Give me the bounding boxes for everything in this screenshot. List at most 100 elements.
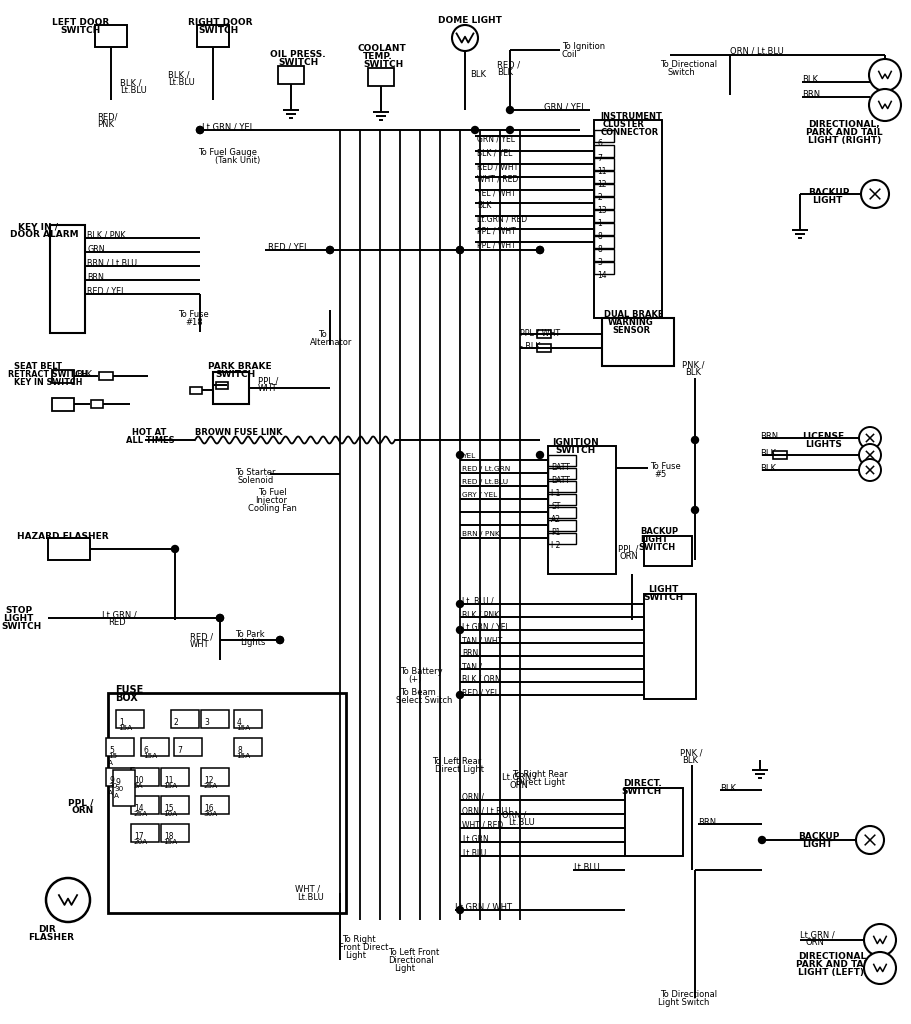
Text: Light: Light	[394, 964, 415, 973]
Text: 11: 11	[597, 167, 607, 176]
Text: ORN / Lt.BLU: ORN / Lt.BLU	[730, 46, 783, 55]
Text: 15A: 15A	[236, 753, 251, 759]
Text: Lights: Lights	[240, 638, 265, 647]
Text: RED / YEL: RED / YEL	[87, 287, 126, 296]
Text: Directional: Directional	[388, 956, 434, 965]
Bar	[190, 387, 202, 394]
Text: SWITCH: SWITCH	[215, 370, 255, 379]
Circle shape	[861, 180, 889, 208]
Text: 6: 6	[144, 746, 148, 755]
Text: To: To	[318, 330, 327, 339]
Text: BATT: BATT	[551, 476, 570, 485]
Text: BLK: BLK	[682, 756, 698, 765]
Bar	[594, 171, 614, 183]
Text: 11: 11	[164, 776, 173, 785]
Bar	[131, 824, 159, 842]
Text: To Beam: To Beam	[400, 688, 435, 697]
Circle shape	[456, 691, 464, 698]
Text: Alternator: Alternator	[310, 338, 353, 347]
Text: GRY / YEL: GRY / YEL	[462, 492, 497, 498]
Text: RED / Lt.BLU: RED / Lt.BLU	[462, 479, 508, 485]
Text: PPL /: PPL /	[258, 376, 279, 385]
Circle shape	[472, 127, 478, 133]
Text: 8: 8	[597, 232, 602, 241]
Bar	[216, 382, 228, 389]
Bar	[174, 738, 202, 756]
Circle shape	[197, 127, 203, 133]
Text: Coil: Coil	[562, 50, 578, 59]
Text: KEY IN /: KEY IN /	[18, 222, 58, 231]
Text: 15A: 15A	[236, 725, 251, 731]
Bar	[131, 796, 159, 814]
Text: LIGHTS: LIGHTS	[805, 440, 842, 449]
Text: To Right Rear: To Right Rear	[512, 770, 568, 779]
Text: Select Switch: Select Switch	[396, 696, 453, 705]
Text: PPL / WHT: PPL / WHT	[477, 227, 516, 236]
Text: BLK /: BLK /	[120, 78, 141, 87]
Text: SWITCH: SWITCH	[1, 622, 41, 631]
Text: 15A: 15A	[118, 725, 132, 731]
Text: SWITCH: SWITCH	[60, 26, 100, 35]
Bar	[548, 446, 616, 574]
Circle shape	[864, 952, 896, 984]
Text: TAN /: TAN /	[462, 662, 482, 671]
Text: To Battery: To Battery	[400, 667, 443, 676]
Text: Lt.GRN: Lt.GRN	[462, 835, 488, 844]
Bar	[644, 536, 692, 566]
Text: LIGHT: LIGHT	[640, 535, 668, 544]
Circle shape	[537, 247, 544, 254]
Text: LIGHT: LIGHT	[3, 614, 34, 623]
Text: SENSOR: SENSOR	[612, 326, 650, 335]
Text: LIGHT (LEFT): LIGHT (LEFT)	[798, 968, 864, 977]
Text: BLK: BLK	[470, 70, 486, 79]
Text: 20A: 20A	[133, 839, 148, 845]
Text: Lt.BLU: Lt.BLU	[508, 818, 535, 827]
Circle shape	[456, 600, 464, 607]
Text: 9: 9	[115, 778, 120, 787]
Text: ORN /: ORN /	[502, 810, 527, 819]
Text: BLK / YEL: BLK / YEL	[477, 150, 512, 158]
Text: FUSE: FUSE	[115, 685, 143, 695]
Text: BRN: BRN	[760, 432, 778, 441]
Text: Lt.GRN /: Lt.GRN /	[502, 773, 537, 782]
Circle shape	[452, 25, 478, 51]
Text: 5A: 5A	[133, 783, 143, 790]
Text: PARK AND TAIL: PARK AND TAIL	[796, 961, 873, 969]
Circle shape	[456, 247, 464, 254]
Text: KEY IN SWITCH: KEY IN SWITCH	[14, 378, 83, 387]
Text: 25A: 25A	[133, 811, 148, 817]
Bar	[161, 796, 189, 814]
Text: 18: 18	[164, 831, 173, 841]
Text: BLK /: BLK /	[168, 70, 189, 79]
Text: LEFT DOOR: LEFT DOOR	[52, 18, 109, 27]
Text: WHT / RED: WHT / RED	[462, 821, 503, 830]
Text: Cooling Fan: Cooling Fan	[248, 504, 297, 513]
Text: GRN: GRN	[87, 245, 105, 254]
Bar	[106, 738, 134, 756]
Text: BRN: BRN	[87, 273, 104, 282]
Text: LIGHT: LIGHT	[802, 840, 833, 849]
Text: 25A: 25A	[203, 783, 217, 790]
Text: BRN / Lt.BLU: BRN / Lt.BLU	[87, 259, 138, 268]
Text: #5: #5	[654, 470, 666, 479]
Text: RED /: RED /	[190, 632, 213, 641]
Text: To Fuse: To Fuse	[178, 310, 209, 319]
Text: BOX: BOX	[115, 693, 138, 703]
Circle shape	[456, 906, 464, 913]
Text: LICENSE: LICENSE	[802, 432, 844, 441]
Bar	[95, 25, 127, 47]
Bar	[548, 468, 576, 479]
Text: CONNECTOR: CONNECTOR	[601, 128, 660, 137]
Text: WHT / RED: WHT / RED	[477, 175, 518, 184]
Text: 30A: 30A	[203, 811, 217, 817]
Text: Lt.GRN /: Lt.GRN /	[800, 930, 834, 939]
Circle shape	[537, 452, 544, 459]
Text: BRN / PNK: BRN / PNK	[462, 531, 500, 537]
Text: I 1: I 1	[551, 489, 560, 498]
Text: 14: 14	[597, 271, 607, 280]
Text: BLK: BLK	[760, 449, 776, 458]
Text: 1: 1	[119, 718, 124, 727]
Bar	[594, 197, 614, 209]
Text: To Fuel: To Fuel	[258, 488, 287, 497]
Text: DIR: DIR	[38, 925, 56, 934]
